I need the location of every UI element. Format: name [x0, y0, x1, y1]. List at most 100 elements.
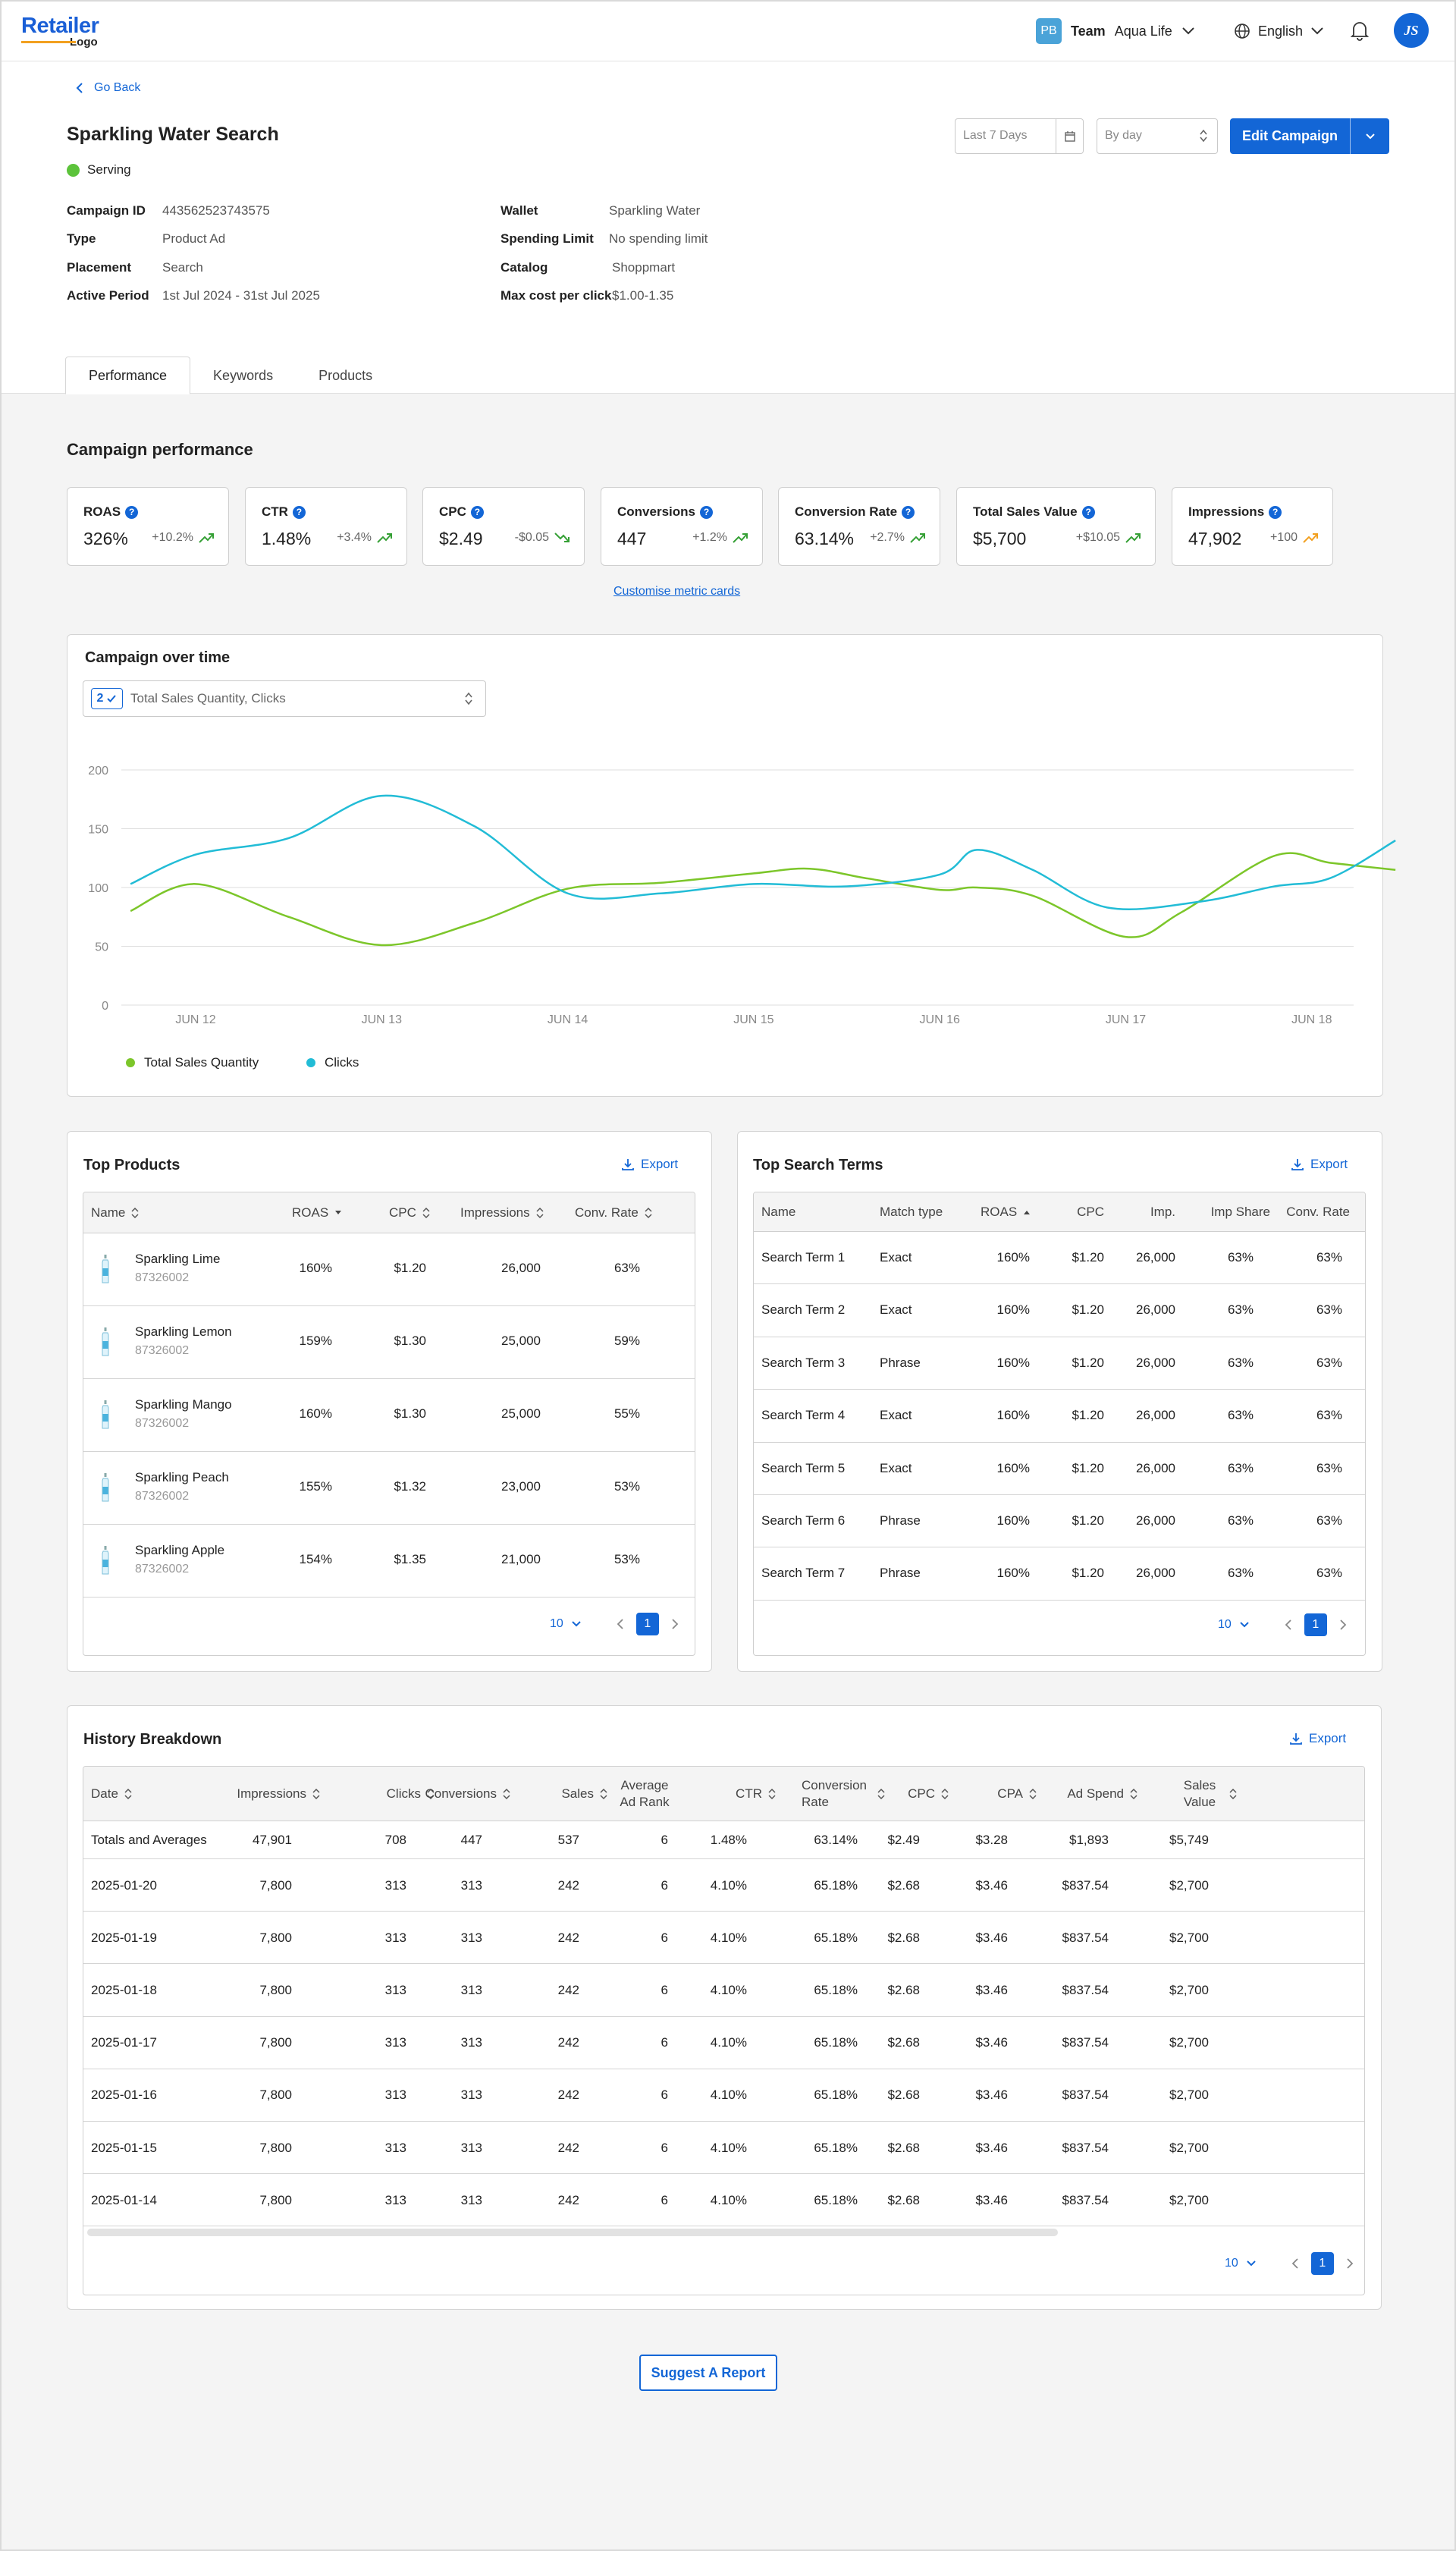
table-row[interactable]: 2025-01-20 7,800 313 313 242 6 4.10% 65.18% $2.6… [83, 1859, 1364, 1912]
table-row[interactable]: Search Term 6 Phrase 160% $1.20 26,000 63% 63% [754, 1495, 1365, 1548]
tab-keywords[interactable]: Keywords [213, 367, 274, 383]
horizontal-scrollbar[interactable] [87, 2229, 1058, 2236]
table-row[interactable]: Sparkling Peach 87326002 155% $1.32 23,000 53… [83, 1452, 695, 1525]
chevron-right-icon[interactable] [671, 1619, 679, 1629]
table-row[interactable]: 2025-01-16 7,800 313 313 242 6 4.10% 65.18% $2.6… [83, 2069, 1364, 2122]
customise-metric-cards-link[interactable]: Customise metric cards [613, 585, 741, 598]
table-cell: 242 [557, 2192, 579, 2207]
column-header[interactable]: Date [91, 1786, 132, 1802]
conv-rate-cell: 53% [613, 1552, 640, 1566]
export-button[interactable]: Export [621, 1157, 678, 1172]
metric-card[interactable]: ROAS? 326% +10.2% [67, 487, 229, 566]
help-icon[interactable]: ? [699, 505, 713, 519]
table-row[interactable]: Search Term 2 Exact 160% $1.20 26,000 63% 63% [754, 1284, 1365, 1337]
table-cell: $3.46 [975, 2192, 1008, 2207]
table-row[interactable]: Sparkling Lime 87326002 160% $1.20 26,000 63% [83, 1233, 695, 1306]
totals-row[interactable]: Totals and Averages 47,901 708 447 537 6 1.48%… [83, 1821, 1364, 1859]
conv-rate-cell: 63% [613, 1261, 640, 1275]
help-icon[interactable]: ? [1269, 505, 1282, 519]
tab-performance[interactable]: Performance [65, 357, 191, 394]
column-header[interactable]: CPA [997, 1786, 1037, 1802]
table-row[interactable]: Search Term 1 Exact 160% $1.20 26,000 63% 63% [754, 1232, 1365, 1285]
metric-card[interactable]: CPC? $2.49 -$0.05 [422, 487, 585, 566]
metric-card[interactable]: Conversion Rate? 63.14% +2.7% [778, 487, 940, 566]
column-header[interactable]: Impressions [237, 1786, 320, 1802]
table-row[interactable]: Sparkling Mango 87326002 160% $1.30 25,000 55… [83, 1379, 695, 1452]
page-size-select[interactable]: 10 [550, 1617, 582, 1631]
campaign-over-time-panel [67, 634, 1383, 1097]
column-header[interactable]: Impressions [460, 1205, 544, 1221]
metric-card[interactable]: Impressions? 47,902 +100 [1172, 487, 1333, 566]
edit-options-dropdown[interactable] [1351, 133, 1389, 140]
help-icon[interactable]: ? [292, 505, 306, 519]
bell-icon[interactable] [1350, 20, 1370, 41]
table-row[interactable]: Search Term 7 Phrase 160% $1.20 26,000 63% 63% [754, 1547, 1365, 1601]
metric-card[interactable]: Conversions? 447 +1.2% [601, 487, 763, 566]
table-cell: 63% [1227, 1513, 1254, 1528]
table-cell: 313 [460, 2140, 482, 2155]
column-header[interactable]: ROAS [981, 1205, 1031, 1220]
table-row[interactable]: Search Term 3 Phrase 160% $1.20 26,000 63% 63% [754, 1337, 1365, 1390]
help-icon[interactable]: ? [1081, 505, 1095, 519]
table-row[interactable]: Search Term 4 Exact 160% $1.20 26,000 63% 63% [754, 1390, 1365, 1443]
column-header[interactable]: CPC [389, 1205, 430, 1221]
page-button[interactable]: 1 [1304, 1613, 1327, 1636]
table-cell: 7,800 [259, 2035, 292, 2050]
language-switcher[interactable]: English [1234, 18, 1324, 44]
page-size-select[interactable]: 10 [1218, 1618, 1250, 1632]
column-header[interactable]: Sales [561, 1786, 607, 1802]
help-icon[interactable]: ? [470, 505, 484, 519]
column-header[interactable]: CPC [908, 1786, 949, 1802]
metric-card[interactable]: Total Sales Value? $5,700 +$10.05 [956, 487, 1156, 566]
table-row[interactable]: 2025-01-15 7,800 313 313 242 6 4.10% 65.18% $2.6… [83, 2122, 1364, 2175]
table-row[interactable]: Sparkling Lemon 87326002 159% $1.30 25,000 59… [83, 1306, 695, 1379]
column-header[interactable]: Conv. Rate [575, 1205, 652, 1221]
column-header[interactable]: Clicks [387, 1786, 435, 1802]
metric-card[interactable]: CTR? 1.48% +3.4% [245, 487, 407, 566]
chevron-right-icon[interactable] [1346, 2258, 1354, 2269]
chevron-right-icon[interactable] [1339, 1620, 1347, 1630]
column-header[interactable]: CTR [736, 1786, 776, 1802]
table-row[interactable]: 2025-01-18 7,800 313 313 242 6 4.10% 65.18% $2.6… [83, 1964, 1364, 2017]
table-cell: 47,901 [253, 1833, 292, 1847]
table-row[interactable]: Sparkling Apple 87326002 154% $1.35 21,000 53… [83, 1525, 695, 1598]
granularity-select[interactable]: By day [1097, 118, 1218, 154]
export-button[interactable]: Export [1289, 1731, 1346, 1746]
table-cell: 447 [460, 1833, 482, 1847]
export-button[interactable]: Export [1291, 1157, 1348, 1172]
page-button[interactable]: 1 [1310, 2252, 1334, 2275]
avatar[interactable]: JS [1394, 13, 1429, 48]
table-cell: Phrase [880, 1513, 921, 1528]
page-size-select[interactable]: 10 [1225, 2257, 1257, 2270]
table-row[interactable]: 2025-01-14 7,800 313 313 242 6 4.10% 65.18% $2.6… [83, 2174, 1364, 2227]
edit-campaign-button[interactable]: Edit Campaign [1230, 118, 1389, 154]
chevron-left-icon[interactable] [1285, 1620, 1292, 1630]
table-cell: 160% [996, 1460, 1030, 1475]
team-switcher[interactable]: PB Team Aqua Life [1036, 18, 1195, 44]
column-header[interactable]: Name [91, 1205, 139, 1221]
tab-products[interactable]: Products [318, 367, 373, 383]
column-header[interactable]: Conversions [425, 1786, 511, 1802]
table-cell: 160% [996, 1513, 1030, 1528]
table-row[interactable]: Search Term 5 Exact 160% $1.20 26,000 63% 63% [754, 1443, 1365, 1495]
metric-selector[interactable]: 2 Total Sales Quantity, Clicks [83, 680, 486, 717]
go-back-link[interactable]: Go Back [76, 81, 140, 95]
table-row[interactable]: 2025-01-19 7,800 313 313 242 6 4.10% 65.18% $2.6… [83, 1912, 1364, 1965]
date-range-picker[interactable]: Last 7 Days [955, 118, 1084, 154]
product-name: Sparkling Peach [135, 1470, 229, 1484]
chevron-left-icon[interactable] [617, 1619, 624, 1629]
retailer-logo[interactable]: Retailer Logo [21, 14, 99, 49]
column-header[interactable]: Sales Value [1176, 1777, 1237, 1811]
column-header[interactable]: Conversion Rate [802, 1777, 885, 1811]
column-header[interactable]: Ad Spend [1067, 1786, 1138, 1802]
table-cell: 2025-01-20 [91, 1877, 157, 1893]
column-header[interactable]: ROAS [292, 1205, 342, 1221]
table-row[interactable]: 2025-01-17 7,800 313 313 242 6 4.10% 65.18% $2.6… [83, 2017, 1364, 2069]
page-button[interactable]: 1 [635, 1613, 659, 1635]
chevron-left-icon[interactable] [1291, 2258, 1299, 2269]
table-cell: 4.10% [710, 1982, 747, 1997]
suggest-report-button[interactable]: Suggest A Report [639, 2355, 777, 2391]
help-icon[interactable]: ? [125, 505, 139, 519]
y-tick-label: 150 [88, 824, 108, 837]
help-icon[interactable]: ? [902, 505, 915, 519]
